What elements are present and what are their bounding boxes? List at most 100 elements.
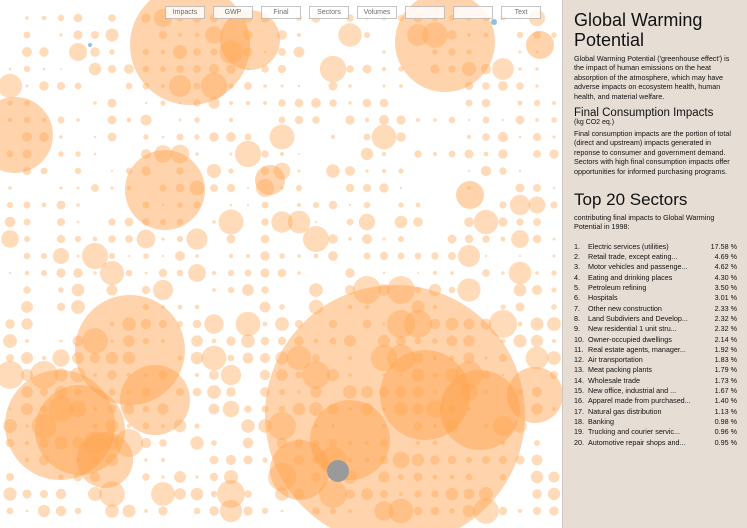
bubble	[176, 269, 184, 277]
bubble	[455, 361, 483, 389]
bubble	[519, 255, 521, 257]
sector-name: Eating and drinking places	[588, 272, 673, 282]
bubble	[549, 506, 559, 516]
bubble	[387, 310, 415, 338]
bubble	[534, 440, 540, 446]
bubble	[193, 48, 201, 56]
bubble	[159, 439, 167, 447]
bubble	[243, 30, 253, 40]
bubble	[142, 48, 150, 56]
bubble	[157, 403, 169, 415]
bubble	[108, 388, 116, 396]
bubble	[161, 339, 165, 343]
bubble	[41, 253, 47, 259]
bubble	[161, 424, 165, 428]
bubble	[56, 302, 66, 312]
bubble	[108, 235, 116, 243]
bubble	[39, 438, 49, 448]
bubble	[142, 337, 150, 345]
bubble	[498, 217, 508, 227]
bubble	[93, 271, 97, 275]
bubble	[467, 169, 471, 173]
bubble	[313, 338, 319, 344]
bubble	[348, 203, 352, 207]
bubble	[550, 201, 558, 209]
bubble	[467, 407, 471, 411]
bubble	[20, 402, 34, 416]
button[interactable]: Final	[261, 6, 301, 19]
button[interactable]: Volumes	[357, 6, 397, 19]
sector-share: 17.58 %	[710, 241, 737, 251]
bubble	[35, 385, 125, 475]
bubble	[280, 186, 284, 190]
bubble	[195, 152, 199, 156]
bubble	[328, 319, 338, 329]
bubble	[456, 181, 484, 209]
bubble	[362, 64, 372, 74]
bubble	[414, 337, 422, 345]
bubble	[261, 201, 269, 209]
bubble	[348, 237, 352, 241]
bubble	[432, 423, 438, 429]
bubble	[378, 386, 390, 398]
button[interactable]: Impacts	[165, 6, 205, 19]
selected-bubble[interactable]	[327, 460, 349, 482]
bubble	[380, 350, 470, 440]
bubble	[295, 371, 303, 379]
sector-name: Hospitals	[588, 293, 618, 303]
rank: 3.	[574, 262, 580, 272]
bubble	[363, 184, 371, 192]
bubble	[396, 336, 406, 346]
bubble	[222, 400, 240, 418]
bubble	[345, 489, 355, 499]
bubble	[326, 368, 340, 382]
button[interactable]: Sectors	[309, 6, 349, 19]
bubble	[293, 488, 305, 500]
bubble	[412, 352, 424, 364]
bubble	[498, 81, 508, 91]
bubble	[6, 150, 14, 158]
bubble	[170, 144, 190, 164]
rank: 12.	[574, 355, 584, 365]
bubble	[361, 386, 373, 398]
bubble	[535, 50, 539, 54]
bubble	[39, 47, 49, 57]
bubble	[530, 317, 544, 331]
bubble	[413, 217, 423, 227]
bubble	[227, 269, 235, 277]
bubble	[445, 368, 459, 382]
bubble	[207, 164, 221, 178]
button[interactable]: GWP	[213, 6, 253, 19]
bubble	[21, 369, 33, 381]
bubble	[243, 47, 253, 57]
bubble	[141, 166, 151, 176]
bubble	[161, 135, 165, 139]
button[interactable]	[453, 6, 493, 19]
bubble	[399, 186, 403, 190]
rank: 13.	[574, 365, 584, 375]
bubble	[23, 252, 31, 260]
sector-name: Apparel made from purchased...	[588, 396, 691, 406]
bubble	[531, 454, 543, 466]
bubble	[379, 251, 389, 261]
bubble	[4, 216, 16, 228]
bubble	[58, 474, 64, 480]
bubble	[535, 67, 539, 71]
bubble	[513, 283, 527, 297]
bubble	[93, 152, 97, 156]
bubble	[535, 118, 539, 122]
bubble	[364, 117, 370, 123]
bubble	[195, 475, 199, 479]
bubble	[533, 31, 541, 39]
bubble	[377, 334, 391, 348]
bubble	[270, 440, 330, 500]
button[interactable]: Text	[501, 6, 541, 19]
bubble	[24, 457, 30, 463]
button[interactable]	[405, 6, 445, 19]
bubble	[280, 509, 284, 513]
bubble	[0, 361, 24, 389]
bubble	[120, 365, 190, 435]
bubble	[108, 252, 116, 260]
bubble	[311, 472, 321, 482]
bubble-field	[0, 0, 562, 528]
